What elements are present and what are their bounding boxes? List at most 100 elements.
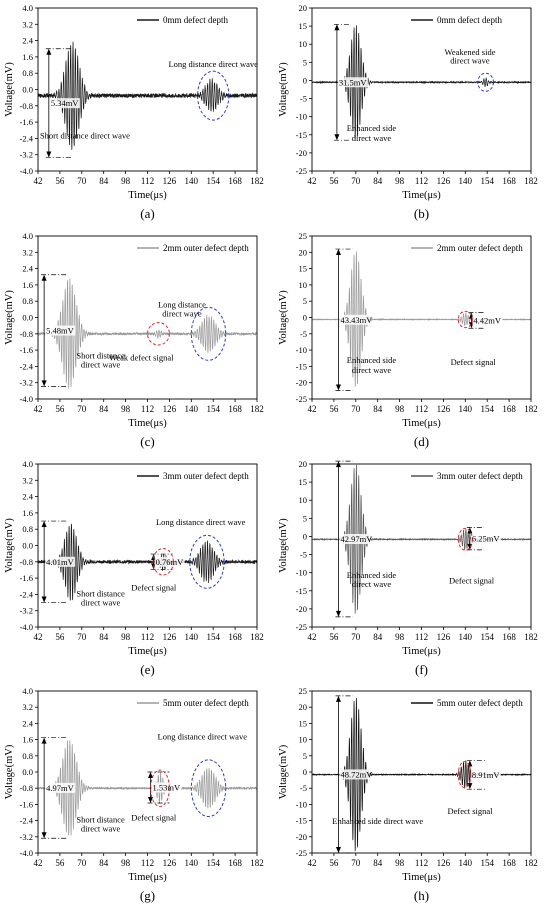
y-tick-label: -1.6 [20,117,33,127]
legend-label: 3mm outer defect depth [437,471,523,481]
panel-label: (f) [415,662,428,677]
y-tick-label: 2.4 [22,492,33,502]
x-tick-label: 70 [351,632,361,642]
arrow-head-up [335,249,341,256]
y-tick-label: 0.0 [22,85,33,95]
x-tick-label: 70 [77,858,87,868]
y-tick-label: 0.8 [22,296,33,306]
x-tick-label: 154 [206,176,220,186]
x-tick-label: 98 [395,632,405,642]
y-tick-label: -5 [300,550,307,560]
measure-label: 4.01mV [46,557,74,567]
measure-label: 4.42mV [473,315,501,325]
highlight-ellipse [189,534,225,589]
y-tick-label: -10 [296,345,307,355]
y-tick-label: -3.2 [20,378,33,388]
y-axis-label: Voltage(mV) [278,744,289,799]
x-tick-label: 84 [99,176,109,186]
x-tick-label: 56 [329,632,339,642]
x-tick-label: 140 [459,858,473,868]
panel-label: (d) [414,434,429,449]
x-tick-label: 182 [524,632,538,642]
x-tick-label: 168 [502,176,516,186]
panel-label: (e) [140,662,154,677]
x-tick-label: 112 [141,176,154,186]
measure-label-bg [339,533,370,544]
annotation: direct wave [352,365,392,375]
highlight-ellipse [152,548,174,576]
arrow-head-down [335,847,341,853]
measure-label-bg [45,782,76,793]
annotation: Defect signal [451,357,497,367]
highlight-ellipse [190,306,227,361]
x-tick-label: 126 [163,176,177,186]
x-tick-label: 84 [373,176,383,186]
annotation: Short distance [76,815,125,825]
x-tick-label: 112 [141,632,154,642]
arrow-head-up [335,461,341,468]
measure-label: 8.91mV [472,770,500,780]
x-tick-label: 126 [437,176,451,186]
measure-label-bg [470,533,501,544]
arrow-head-down [334,134,340,141]
y-axis-label: Voltage(mV) [278,518,289,573]
measure-label-bg [49,98,80,109]
annotation: Long distance direct wave [168,59,258,69]
measure-label-bg [339,314,370,325]
y-tick-label: -2.4 [20,589,34,599]
annotation: Long distance [158,299,206,309]
x-tick-label: 112 [141,404,154,414]
x-tick-label: 182 [250,632,264,642]
legend-label: 5mm outer defect depth [437,698,523,708]
highlight-ellipse [457,761,472,789]
y-tick-label: -15 [296,361,307,371]
y-tick-label: 0.0 [22,541,33,551]
y-tick-label: -2.4 [20,133,34,143]
x-tick-label: 168 [502,858,516,868]
x-tick-label: 182 [524,404,538,414]
measure-label: 5.48mV [46,326,74,336]
y-tick-label: -0.8 [20,783,33,793]
annotation: Short distance [76,350,125,360]
y-tick-label: -4.0 [20,848,33,858]
annotation: direct wave [162,308,202,318]
annotation: direct wave [352,133,392,143]
annotation: Long distance direct wave [158,732,248,742]
y-tick-label: 4.0 [22,231,33,241]
measure-label-bg [154,556,185,567]
y-tick-label: 20 [299,3,308,13]
y-axis-label: Voltage(mV) [4,290,15,345]
x-axis-label: Time(μs) [402,872,441,883]
arrow-head-down [148,796,153,803]
x-tick-label: 154 [480,404,494,414]
y-tick-label: -25 [296,848,307,858]
y-tick-label: 0 [303,767,307,777]
y-tick-label: -15 [296,130,307,140]
y-tick-label: 5 [303,751,307,761]
y-tick-label: 5 [303,513,307,523]
x-tick-label: 140 [459,176,473,186]
x-tick-label: 154 [206,404,220,414]
y-tick-label: -10 [296,799,307,809]
measure-label: 0.76mV [156,557,184,567]
y-tick-label: -15 [296,586,307,596]
arrow-head-down [467,783,473,790]
x-axis-label: Time(μs) [128,190,167,201]
x-tick-label: 98 [121,632,131,642]
x-tick-label: 112 [415,176,428,186]
highlight-ellipse [477,72,494,92]
arrow-head-down [41,832,47,839]
x-tick-label: 98 [121,176,131,186]
x-tick-label: 56 [55,632,65,642]
y-axis-label: Voltage(mV) [278,290,289,345]
y-tick-label: -25 [296,622,307,632]
x-tick-label: 98 [121,858,131,868]
y-tick-label: 0.8 [22,524,33,534]
measure-label: 4.97mV [46,783,74,793]
annotation: Defect signal [447,806,493,816]
arrow-head-up [41,274,47,281]
x-tick-label: 126 [163,858,177,868]
y-tick-label: 3.2 [22,702,33,712]
x-tick-label: 56 [55,404,65,414]
